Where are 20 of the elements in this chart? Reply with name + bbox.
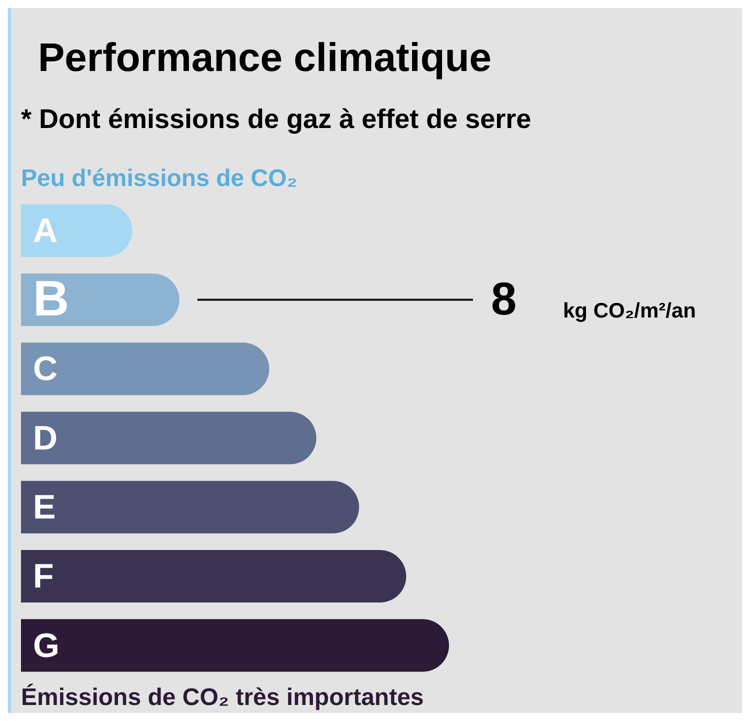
y-tick-label: F (33, 558, 54, 596)
y-tick-label: D (33, 419, 58, 458)
chart-subtitle: * Dont émissions de gaz à effet de serre (21, 104, 532, 135)
text: Émissions de CO₂ très importantes (21, 684, 424, 712)
bar (21, 550, 406, 603)
bar (21, 480, 360, 534)
chart-title: Performance climatique (38, 36, 492, 81)
bar (21, 273, 180, 326)
bar (21, 412, 316, 464)
text: kg CO₂/m²/an (563, 300, 696, 323)
y-tick-label: A (33, 212, 58, 250)
y-tick-label: E (33, 488, 56, 527)
text: Peu d'émissions de CO₂ (21, 165, 298, 193)
y-tick-label: G (33, 626, 60, 665)
bar (21, 619, 449, 672)
bar (21, 204, 132, 257)
y-tick-label: C (33, 350, 58, 388)
y-tick-label: B (33, 270, 70, 326)
bar (21, 342, 270, 396)
text: 8 (491, 272, 517, 324)
